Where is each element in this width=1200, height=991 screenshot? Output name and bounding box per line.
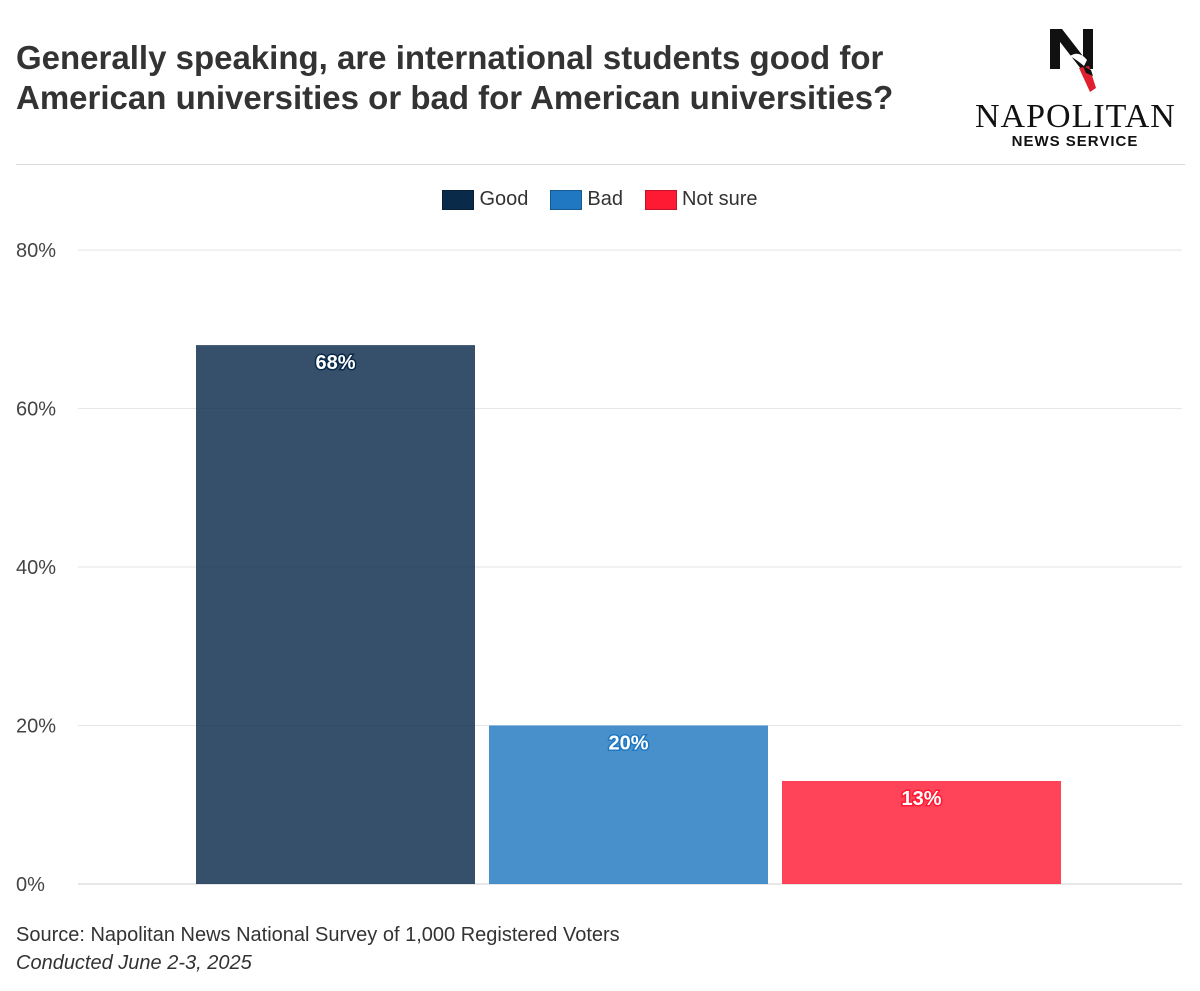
legend-swatch-not-sure xyxy=(644,189,677,210)
data-label: 20% xyxy=(608,733,648,755)
y-tick-label: 0% xyxy=(16,874,45,896)
legend-label-good: Good xyxy=(479,188,529,210)
bar-bad xyxy=(489,725,768,884)
eagle-n-icon xyxy=(1050,29,1096,92)
legend-item-not-sure: Not sure xyxy=(644,188,758,211)
header-divider xyxy=(16,164,1185,165)
logo-wordmark: NAPOLITAN xyxy=(975,98,1176,135)
legend-label-not-sure: Not sure xyxy=(681,188,758,210)
chart-legend: Good Bad Not sure xyxy=(0,188,1200,211)
source-note: Source: Napolitan News National Survey o… xyxy=(16,924,620,946)
y-tick-label: 20% xyxy=(16,716,56,738)
chart-title: Generally speaking, are international st… xyxy=(16,39,894,116)
legend-swatch-bad xyxy=(550,189,583,210)
legend-item-good: Good xyxy=(442,188,528,211)
data-label: 13% xyxy=(901,788,941,810)
y-tick-label: 80% xyxy=(16,240,56,262)
conducted-date: Conducted June 2-3, 2025 xyxy=(16,952,252,974)
bar-good xyxy=(196,345,475,885)
chart-footer: Source: Napolitan News National Survey o… xyxy=(16,921,620,977)
data-label: 68% xyxy=(315,352,355,374)
legend-label-bad: Bad xyxy=(587,188,623,210)
bar-not-sure xyxy=(782,780,1061,884)
y-tick-label: 60% xyxy=(16,399,56,421)
napolitan-logo: NAPOLITAN NEWS SERVICE xyxy=(975,26,1175,152)
y-tick-label: 40% xyxy=(16,557,56,579)
legend-swatch-good xyxy=(442,189,475,210)
legend-item-bad: Bad xyxy=(550,188,623,211)
logo-subtitle: NEWS SERVICE xyxy=(1011,133,1139,150)
